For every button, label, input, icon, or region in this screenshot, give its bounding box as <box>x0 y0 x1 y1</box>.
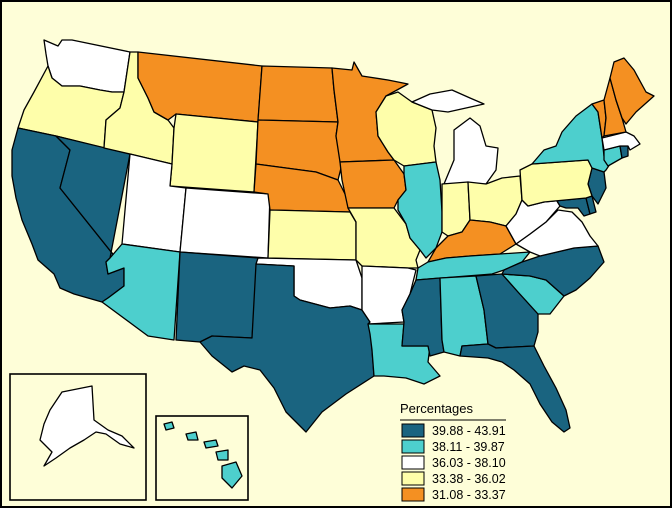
state-wyoming[interactable] <box>169 113 259 193</box>
hawaii-island-maui <box>215 449 229 461</box>
legend-swatch <box>401 455 425 470</box>
state-maine[interactable] <box>609 57 655 125</box>
legend-swatch <box>401 423 425 438</box>
legend: Percentages 39.88 - 43.91 38.11 - 39.87 36… <box>400 401 506 502</box>
legend-label: 39.88 - 43.91 <box>432 424 506 438</box>
state-north-dakota[interactable] <box>257 65 339 123</box>
hawaii-inset-box <box>155 415 249 501</box>
state-colorado[interactable] <box>179 187 271 259</box>
legend-label: 36.03 - 38.10 <box>432 456 506 470</box>
state-iowa[interactable] <box>339 159 407 209</box>
state-michigan[interactable] <box>443 117 499 185</box>
legend-swatch <box>401 439 425 454</box>
state-pennsylvania[interactable] <box>519 159 593 207</box>
state-arizona[interactable] <box>101 243 181 341</box>
legend-swatch <box>401 487 425 502</box>
state-michigan-upper[interactable] <box>411 89 485 113</box>
hawaii-island-oahu <box>185 431 199 441</box>
state-rhode-island[interactable] <box>619 145 629 159</box>
legend-label: 38.11 - 39.87 <box>432 440 505 454</box>
state-illinois[interactable] <box>397 161 443 259</box>
state-texas[interactable] <box>199 263 375 433</box>
hawaii-island-big <box>221 461 243 489</box>
hawaii-island-kauai <box>163 421 175 431</box>
state-kansas[interactable] <box>267 209 357 261</box>
hawaii-island-molokai <box>203 439 219 449</box>
alaska-inset-box <box>9 373 147 501</box>
state-hawaii[interactable] <box>163 421 243 489</box>
states-layer <box>9 39 655 501</box>
legend-rows: 39.88 - 43.91 38.11 - 39.87 36.03 - 38.10 3… <box>401 423 506 502</box>
legend-swatch <box>401 471 425 486</box>
state-mississippi[interactable] <box>401 277 445 357</box>
state-massachusetts[interactable] <box>601 131 641 151</box>
legend-title: Percentages <box>400 401 473 416</box>
state-new-mexico[interactable] <box>175 251 259 343</box>
legend-label: 33.38 - 36.02 <box>432 472 506 486</box>
legend-label: 31.08 - 33.37 <box>432 488 506 502</box>
state-montana[interactable] <box>137 51 263 123</box>
state-alaska[interactable] <box>39 385 135 467</box>
state-florida[interactable] <box>459 343 571 433</box>
